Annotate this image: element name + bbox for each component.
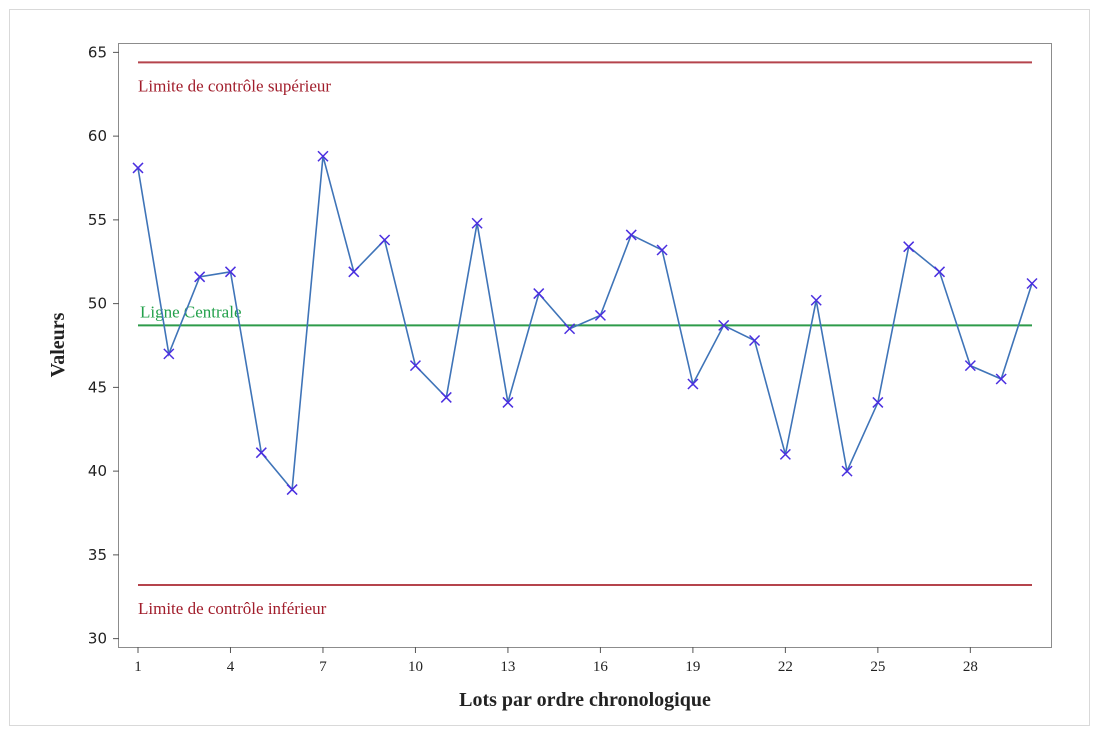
data-point [379,234,391,246]
x-tick-label: 1 [134,659,142,675]
data-point [409,360,421,372]
data-point [1026,277,1038,290]
reference-label-ucl: Limite de contrôle supérieur [138,76,331,95]
data-point-marker-stroke [656,244,668,256]
y-axis-title: Valeurs [47,312,69,377]
x-tick-label: 16 [593,659,609,675]
data-point-marker-stroke [594,309,606,321]
data-point [687,378,699,390]
data-point [779,448,791,460]
data-point [194,271,206,283]
data-point [933,266,946,278]
data-point-marker-stroke [933,266,946,278]
data-point [625,229,637,241]
data-point [255,447,267,459]
data-point [224,266,237,278]
data-point-marker-stroke [687,378,699,390]
y-tick-label: 60 [88,127,107,145]
data-point [594,309,606,321]
data-point-marker-stroke [409,360,421,372]
data-point [502,396,514,408]
x-tick-label: 19 [685,659,700,675]
data-point-marker-stroke [995,373,1007,385]
data-point [964,360,976,372]
data-point [317,150,329,162]
data-point-marker-stroke [348,266,360,278]
data-point [471,217,483,229]
data-point [440,391,452,403]
data-point [810,294,822,306]
data-point-marker-stroke [163,348,175,360]
data-point-marker-stroke [872,396,884,408]
x-tick-label: 10 [408,659,423,675]
y-tick-label: 55 [88,211,107,229]
data-point [132,162,144,174]
data-point [749,334,761,347]
y-tick-label: 45 [88,378,107,396]
figure-border [9,9,1090,726]
data-point [348,266,360,278]
y-axis: 30 35 40 45 50 55 60 65 [88,43,119,648]
reference-label-center: Ligne Centrale [140,302,242,321]
y-tick-label: 50 [88,295,107,313]
x-tick-label: 4 [227,659,235,675]
data-point-marker-stroke [379,234,391,246]
x-tick-label: 28 [963,659,978,675]
x-tick-label: 25 [870,659,885,675]
data-point-marker-stroke [810,294,822,306]
data-point-marker-stroke [779,448,791,460]
y-tick-label: 35 [88,546,107,564]
data-point [841,465,853,477]
data-point [903,241,915,253]
data-point-marker-stroke [502,396,514,408]
plot-area-frame [118,43,1052,648]
reference-label-lcl: Limite de contrôle inférieur [138,599,327,618]
data-point-marker-stroke [224,266,237,278]
data-point-marker-stroke [625,229,637,241]
data-point-marker-stroke [903,241,915,253]
data-point [286,484,298,496]
data-point [533,288,545,300]
data-point [564,323,576,335]
data-point-marker-stroke [564,323,576,335]
data-point-marker-stroke [132,162,144,174]
data-point-marker-stroke [964,360,976,372]
y-tick-label: 30 [88,630,107,648]
data-point-marker-stroke [471,217,483,229]
data-point [995,373,1007,385]
data-point [656,244,668,256]
x-tick-label: 22 [778,659,793,675]
data-point-marker-stroke [317,150,329,162]
data-point-marker-stroke [533,288,545,300]
series-layer [132,150,1038,496]
data-point-marker-stroke [841,465,853,477]
data-point [872,396,884,408]
data-point-marker-stroke [286,484,298,496]
y-tick-label: 65 [88,43,107,61]
data-point-marker-stroke [440,391,452,403]
data-point-marker-stroke [255,447,267,459]
x-tick-label: 13 [500,659,515,675]
data-point-marker-stroke [1026,277,1038,290]
series-line [137,155,1033,492]
x-axis: 1 4 7 10 13 16 19 22 25 28 [134,647,978,675]
data-point [718,319,730,331]
x-tick-label: 7 [319,659,327,675]
data-point-marker-stroke [749,334,761,347]
x-axis-title: Lots par ordre chronologique [459,689,711,711]
y-tick-label: 40 [88,462,107,480]
data-point-marker-stroke [194,271,206,283]
reference-lines: Limite de contrôle supérieur Ligne Centra… [138,61,1032,618]
data-point-marker-stroke [718,319,730,331]
data-point [163,348,175,360]
